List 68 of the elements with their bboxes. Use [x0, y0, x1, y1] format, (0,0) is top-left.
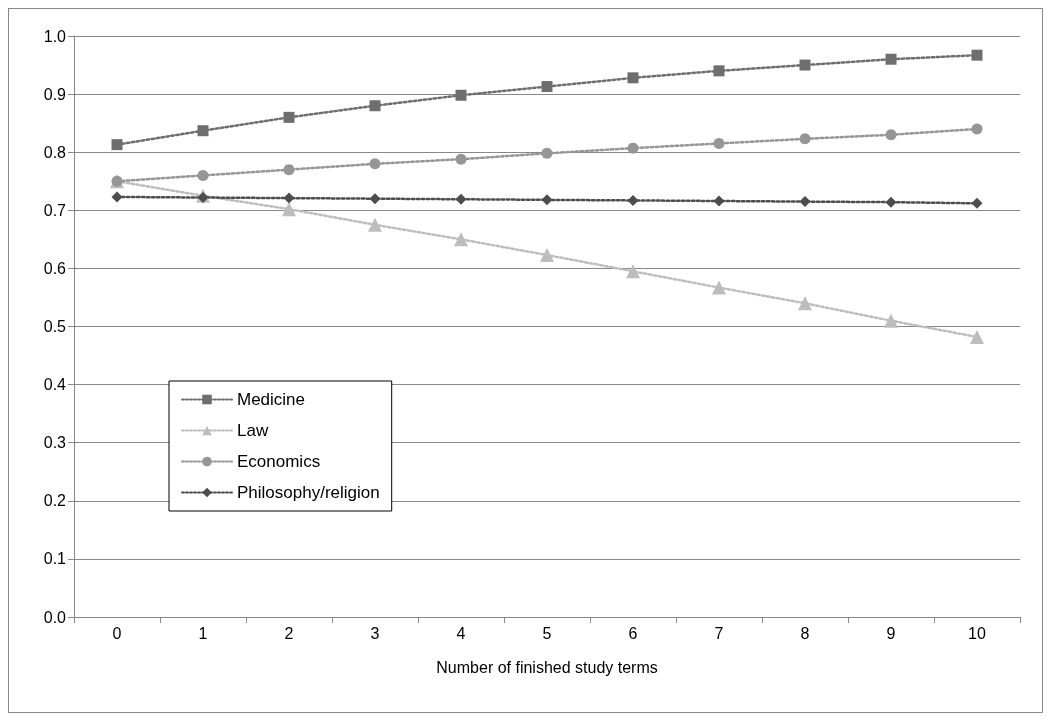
- point: [541, 194, 553, 206]
- point: [713, 65, 725, 77]
- point: [713, 195, 725, 207]
- y-tick-label: 0.3: [43, 434, 67, 452]
- point: [283, 192, 295, 204]
- point: [541, 147, 553, 159]
- point: [282, 202, 296, 217]
- x-tick-label: 4: [456, 624, 466, 642]
- point: [627, 142, 639, 154]
- point: [971, 197, 983, 209]
- point: [885, 53, 897, 65]
- point: [283, 164, 295, 176]
- y-tick-label: 1.0: [43, 27, 67, 45]
- point: [455, 193, 467, 205]
- point: [540, 248, 554, 263]
- point: [799, 59, 811, 71]
- point: [197, 169, 209, 181]
- point: [626, 264, 640, 279]
- point: [454, 232, 468, 247]
- y-tick-label: 0.2: [43, 492, 67, 510]
- x-tick-label: 2: [284, 624, 294, 642]
- point: [798, 296, 812, 311]
- legend-label: Law: [237, 421, 269, 440]
- y-tick-label: 0.4: [43, 376, 67, 394]
- y-tick-label: 0.7: [43, 201, 67, 219]
- point: [455, 89, 467, 101]
- x-tick-label: 1: [198, 624, 208, 642]
- y-tick-label: 0.8: [43, 143, 67, 161]
- point: [712, 280, 726, 295]
- point: [713, 137, 725, 149]
- point: [283, 111, 295, 123]
- x-tick-label: 0: [112, 624, 122, 642]
- point: [799, 133, 811, 145]
- y-tick-label: 0.5: [43, 318, 67, 335]
- point: [627, 194, 639, 206]
- point: [799, 196, 811, 208]
- x-tick-label: 5: [542, 624, 552, 642]
- x-tick-label: 9: [886, 624, 896, 642]
- y-tick-label: 0.0: [43, 608, 67, 626]
- point: [369, 100, 381, 112]
- x-tick-label: 6: [628, 624, 638, 642]
- point: [369, 158, 381, 170]
- x-tick-label: 7: [714, 624, 724, 642]
- point: [111, 139, 123, 151]
- x-axis-title: Number of finished study terms: [436, 658, 658, 676]
- point: [971, 49, 983, 61]
- x-tick-label: 10: [968, 624, 986, 642]
- x-tick-label: 8: [800, 624, 810, 642]
- point: [971, 123, 983, 135]
- legend-label: Economics: [237, 452, 321, 471]
- point: [885, 129, 897, 141]
- point: [368, 217, 382, 232]
- point: [541, 81, 553, 93]
- x-tick-label: 3: [370, 624, 380, 642]
- y-tick-label: 0.1: [43, 550, 67, 568]
- point: [197, 125, 209, 137]
- y-tick-label: 0.6: [43, 259, 67, 277]
- point: [885, 196, 897, 208]
- legend-label: Philosophy/religion: [237, 483, 380, 502]
- point: [369, 193, 381, 205]
- point: [111, 191, 123, 203]
- point: [455, 153, 467, 165]
- point: [197, 192, 209, 204]
- y-tick-label: 0.9: [43, 85, 67, 103]
- point: [627, 72, 639, 84]
- point: [970, 329, 984, 344]
- point: [884, 313, 898, 328]
- legend-label: Medicine: [237, 390, 306, 409]
